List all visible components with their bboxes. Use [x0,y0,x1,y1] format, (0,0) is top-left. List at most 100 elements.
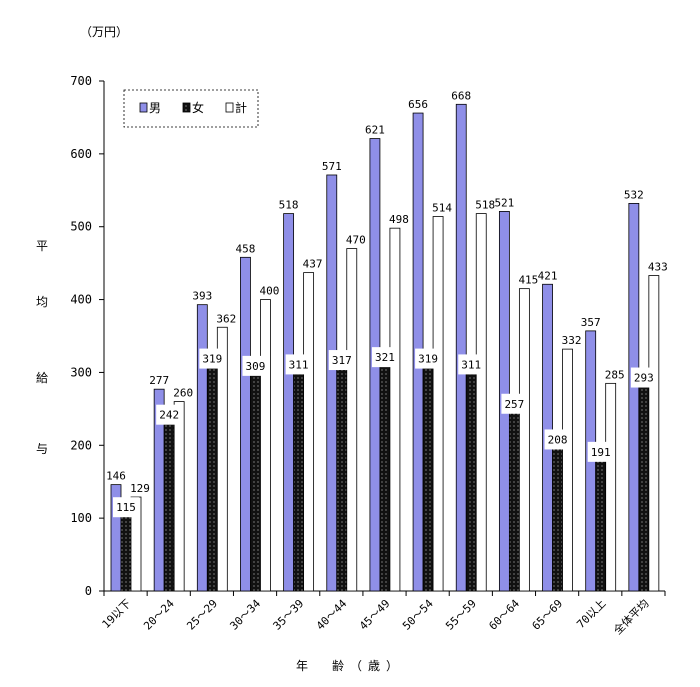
data-label-female: 293 [634,372,654,385]
data-label-female-bg [113,497,139,518]
bar-total [648,275,660,592]
data-label-female: 311 [461,358,481,371]
data-label-female: 191 [591,446,611,459]
data-label-total: 437 [303,258,323,271]
data-label-male: 621 [365,124,385,137]
data-label-total: 400 [260,285,280,298]
data-label-male: 668 [451,89,471,102]
data-label-female: 257 [504,398,524,411]
bar-total [173,401,185,592]
y-tick-label: 300 [70,365,92,379]
bar-female [250,365,261,592]
data-label-male: 656 [408,98,428,111]
legend-label: 計 [235,100,247,115]
data-label-male: 393 [192,290,212,303]
x-tick-label: 50～54 [400,597,436,633]
data-label-female: 317 [332,354,352,367]
legend-label: 女 [192,100,204,115]
data-label-total: 260 [173,387,193,400]
data-label-female: 319 [202,353,222,366]
data-label-male: 518 [279,199,299,212]
bar-total [605,382,617,592]
data-label-female: 208 [548,433,568,446]
y-tick-label: 100 [70,511,92,525]
bar-female [508,403,520,592]
data-label-male: 571 [322,160,342,173]
y-tick-label: 500 [70,220,92,234]
bar-total [518,288,530,592]
data-label-male: 421 [538,269,558,282]
data-label-total: 129 [130,482,150,495]
bar-male [628,202,640,592]
bar-female [120,506,132,592]
legend: 男女計 [123,89,259,128]
data-label-female: 309 [246,360,266,373]
data-label-female-bg [156,404,183,425]
data-label-total: 362 [216,312,236,325]
y-tick-label: 0 [85,584,92,598]
bar-total [432,216,444,592]
data-label-total: 514 [432,202,452,215]
bar-male [283,213,295,592]
data-label-female-bg [242,355,269,376]
x-tick-label: 19以下 [100,597,134,631]
data-label-female-bg [458,354,485,375]
y-axis-label-char: 平 [36,239,49,253]
data-label-female-bg [544,429,571,450]
y-tick-label: 700 [70,74,92,88]
bar-female [595,451,607,592]
data-label-total: 470 [346,234,366,247]
bar-female [552,439,563,592]
data-label-female: 319 [418,353,438,366]
data-label-female-bg [199,348,226,369]
bar-male [240,256,251,592]
bar-female [293,364,305,592]
unit-label: （万円） [80,25,129,39]
data-label-female-bg [285,354,312,375]
x-tick-label: 40～44 [314,597,350,633]
x-tick-label: 45～49 [357,597,393,633]
data-label-male: 532 [624,188,644,201]
legend-swatch [225,102,234,113]
bar-total [475,213,487,592]
bar-female [638,377,650,592]
x-tick-label: 60～64 [486,597,522,633]
bar-male [326,174,338,592]
data-label-male: 146 [106,470,126,483]
x-tick-label: 全体平均 [611,596,652,637]
data-label-total: 285 [605,368,625,381]
data-label-female: 311 [289,358,309,371]
bar-female [336,359,348,592]
data-label-male: 277 [149,374,169,387]
bar-female [379,356,391,592]
bar-total [346,248,358,592]
data-label-female-bg [630,367,657,388]
y-tick-label: 200 [70,438,92,452]
data-label-total: 415 [518,274,538,287]
data-label-female-bg [328,350,355,371]
bar-total [389,227,401,592]
bar-total [562,348,573,592]
x-tick-label: 35～39 [271,597,307,633]
x-tick-label: 70以上 [574,597,608,631]
bar-total [303,272,315,592]
legend-label: 男 [149,101,161,115]
bar-total [216,326,228,592]
x-axis-label: 年 齢（歳） [295,659,404,673]
data-label-female-bg [371,347,398,368]
x-tick-label: 30～34 [227,597,263,633]
y-axis-label-char: 均 [36,295,49,309]
y-axis-label-char: 与 [36,442,49,456]
bar-female [422,358,434,592]
data-label-total: 498 [389,213,409,226]
y-axis-label-char: 給 [36,371,49,385]
data-label-female-bg [587,441,614,462]
data-label-male: 458 [236,242,256,255]
y-tick-label: 600 [70,147,92,161]
y-tick-label: 400 [70,293,92,307]
data-label-female-bg [415,348,442,369]
x-tick-label: 20～24 [141,597,177,633]
bar-male [455,103,467,592]
data-label-male: 357 [581,316,601,329]
